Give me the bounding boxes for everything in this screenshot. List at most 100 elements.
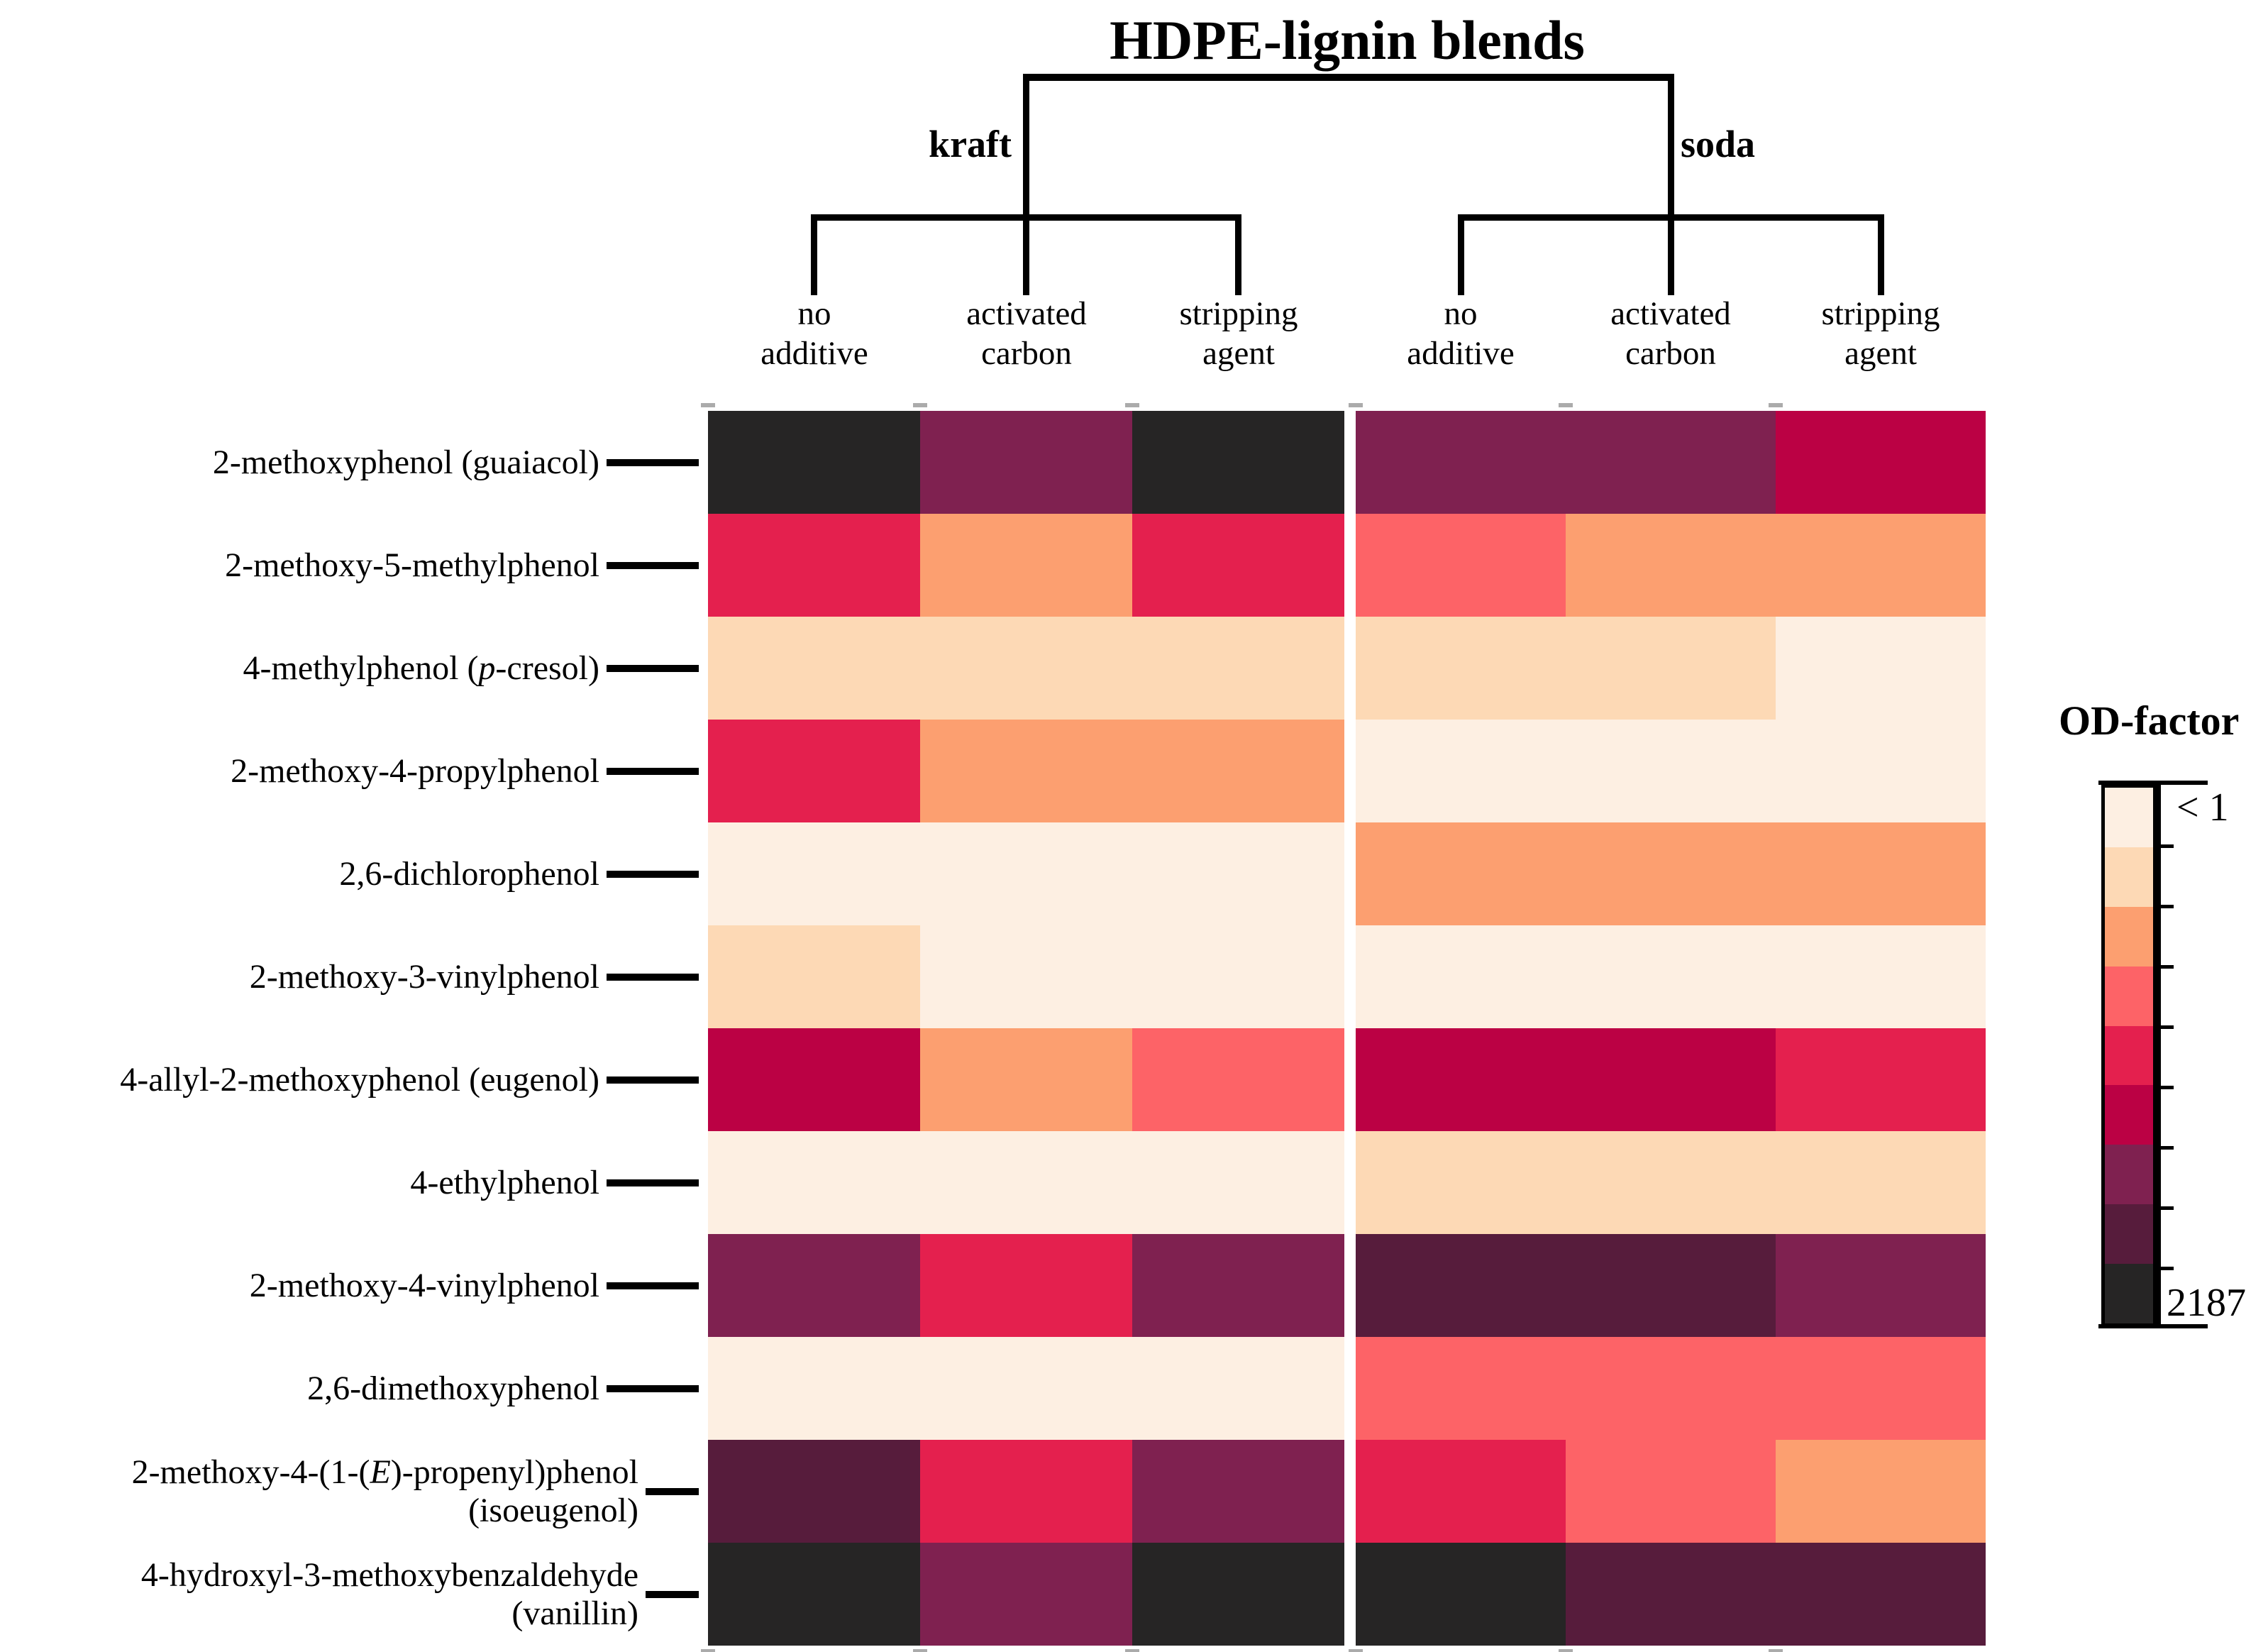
heatmap-cell [920,720,1132,822]
legend-min-label: < 1 [2176,786,2229,830]
row-header: 4-hydroxyl-3-methoxybenzaldehyde (vanilli… [0,1543,699,1646]
tree-drop-line-4 [1458,214,1464,295]
heatmap-cell [1356,1234,1566,1337]
row-leader-line [646,1590,699,1598]
heatmap-cell [1132,1028,1344,1131]
heatmap-cell [920,1131,1132,1234]
row-header: 2-methoxy-5-methylphenol [0,514,699,617]
row-leader-line [607,664,699,672]
row-leader-line [646,1487,699,1495]
column-tick-top [1559,403,1573,407]
row-header-label: 2-methoxy-4-(1-(E)-propenyl)phenol (isoeu… [131,1453,638,1529]
heatmap-cell [708,1337,920,1440]
heatmap-cell [1132,925,1344,1028]
heatmap-cell [1776,720,1986,822]
heatmap-cell [920,1234,1132,1337]
heatmap-cell [920,1337,1132,1440]
row-header: 4-ethylphenol [0,1131,699,1234]
legend-tick [2157,1146,2174,1150]
row-leader-line [607,1179,699,1186]
row-leader-line [607,561,699,569]
column-tick-bottom [1769,1649,1783,1652]
heatmap-cell [708,1543,920,1646]
row-header: 2,6-dimethoxyphenol [0,1337,699,1440]
column-header-soda-no-additive: no additive [1407,295,1515,372]
heatmap-cell [1776,1234,1986,1337]
legend-color-segment [2105,1085,2153,1145]
heatmap-cell [920,411,1132,514]
heatmap-cell [1566,617,1776,720]
heatmap-cell [1776,822,1986,925]
heatmap-cell [1566,720,1776,822]
column-tick-bottom [1125,1649,1139,1652]
column-tick-top [913,403,927,407]
row-header: 2-methoxy-4-(1-(E)-propenyl)phenol (isoeu… [0,1440,699,1543]
heatmap-cell [708,925,920,1028]
heatmap-cell [1566,1337,1776,1440]
heatmap-cell [1132,822,1344,925]
row-leader-line [607,1076,699,1084]
row-header: 2-methoxyphenol (guaiacol) [0,411,699,514]
heatmap-cell [708,1440,920,1543]
row-header-label: 2-methoxyphenol (guaiacol) [212,443,599,481]
row-leader-line [607,1282,699,1289]
row-header: 2-methoxy-4-vinylphenol [0,1234,699,1337]
heatmap-cell [1566,1028,1776,1131]
heatmap-cell [708,822,920,925]
heatmap-cell [1132,617,1344,720]
heatmap-cell [1566,1440,1776,1543]
heatmap-cell [1132,720,1344,822]
heatmap-cell [920,514,1132,617]
tree-drop-line-2 [1023,214,1029,295]
legend-color-segment [2105,1204,2153,1265]
heatmap-cell [1132,514,1344,617]
column-tick-top [701,403,715,407]
heatmap-cell [1356,1131,1566,1234]
heatmap-cell [1356,617,1566,720]
column-tick-top [1769,403,1783,407]
heatmap-cell [1132,1337,1344,1440]
tree-top-line [1023,74,1674,81]
legend-tick [2157,1267,2174,1270]
heatmap-cell [708,1234,920,1337]
row-header: 2-methoxy-3-vinylphenol [0,925,699,1028]
row-header-label: 2-methoxy-5-methylphenol [225,546,599,584]
legend-tick [2157,1206,2174,1210]
legend-color-segment [2105,906,2153,967]
heatmap-cell [1566,1543,1776,1646]
heatmap-cell [1566,514,1776,617]
tree-drop-line-3 [1235,214,1241,295]
heatmap-cell [1776,411,1986,514]
legend-title: OD-factor [2059,698,2240,744]
tree-drop-line-5 [1668,214,1674,295]
column-tick-top [1349,403,1363,407]
heatmap-cell [1356,720,1566,822]
heatmap-cell [708,514,920,617]
heatmap-cell [1132,1234,1344,1337]
heatmap-cell [1356,925,1566,1028]
heatmap-grid-soda [1356,411,1986,1646]
column-tick-bottom [1349,1649,1363,1652]
group-label-soda: soda [1681,123,1756,165]
row-header-label: 2-methoxy-4-vinylphenol [249,1266,599,1304]
row-leader-line [607,973,699,981]
legend-tick [2157,965,2174,969]
heatmap-cell [1132,1440,1344,1543]
row-header: 2,6-dichlorophenol [0,822,699,925]
tree-branch-vertical-soda [1668,74,1674,221]
heatmap-cell [1776,1440,1986,1543]
heatmap-cell [1776,925,1986,1028]
heatmap-cell [708,411,920,514]
tree-drop-line-1 [811,214,817,295]
row-header-label: 4-ethylphenol [410,1163,599,1201]
column-header-soda-stripping-agent: stripping agent [1821,295,1940,372]
column-header-kraft-no-additive: no additive [760,295,868,372]
tree-branch-vertical-kraft [1023,74,1029,221]
heatmap-cell [1566,822,1776,925]
column-header-kraft-stripping-agent: stripping agent [1179,295,1298,372]
heatmap-cell [920,822,1132,925]
tree-drop-line-6 [1878,214,1884,295]
row-header-label: 2-methoxy-4-propylphenol [231,751,599,790]
legend-tick [2157,1025,2174,1029]
